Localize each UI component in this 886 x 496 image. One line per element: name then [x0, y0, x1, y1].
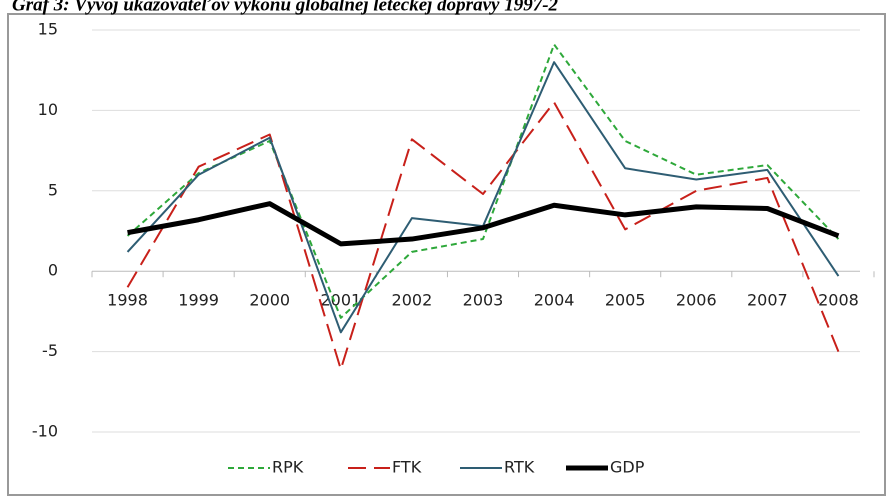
legend-label: RPK: [272, 458, 304, 477]
series-line: [126, 101, 840, 371]
frame: [7, 13, 886, 496]
x-tick-label: 1999: [178, 291, 219, 310]
legend-label: RTK: [504, 458, 535, 477]
x-tick-label: 2008: [818, 291, 859, 310]
legend-label: FTK: [392, 458, 422, 477]
series-line: [126, 43, 840, 319]
y-tick-label: 5: [48, 180, 58, 199]
x-tick-label: 2006: [676, 291, 717, 310]
chart-title: Graf 3: Vývoj ukazovateľov výkonu globál…: [12, 0, 559, 15]
series-line: [127, 201, 840, 247]
x-tick-label: 2007: [747, 291, 788, 310]
y-tick-label: -10: [32, 422, 58, 441]
x-tick-label: 2002: [392, 291, 433, 310]
x-tick-label: 2003: [463, 291, 504, 310]
y-tick-label: 10: [38, 100, 58, 119]
x-tick-label: 2004: [534, 291, 575, 310]
legend-label: GDP: [610, 458, 645, 477]
x-tick-label: 1998: [107, 291, 148, 310]
y-tick-label: 15: [38, 20, 58, 39]
y-tick-label: 0: [48, 261, 58, 280]
x-tick-label: 2000: [249, 291, 290, 310]
x-tick-label: 2005: [605, 291, 646, 310]
y-tick-label: -5: [42, 341, 58, 360]
